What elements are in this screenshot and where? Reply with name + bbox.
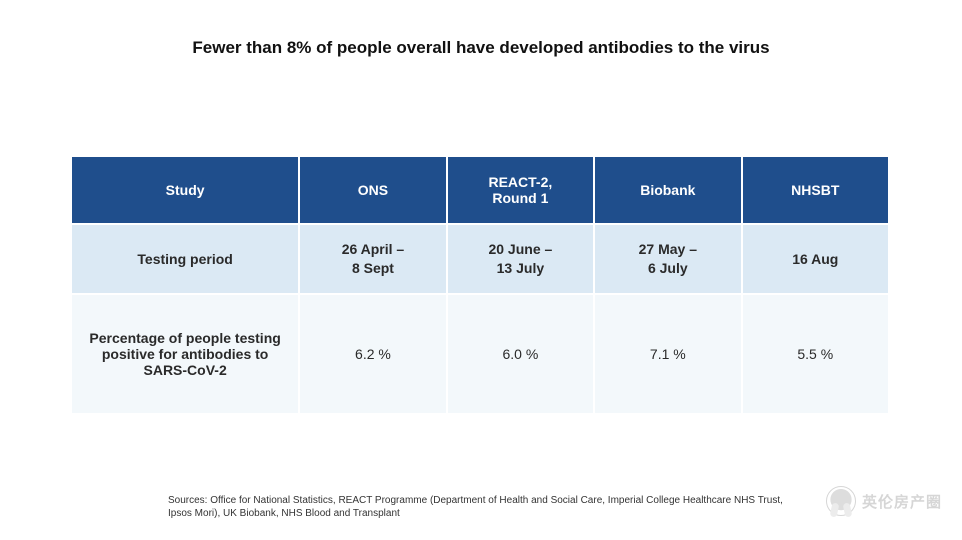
- table-row: Testing period 26 April –8 Sept 20 June …: [72, 225, 888, 293]
- page-title: Fewer than 8% of people overall have dev…: [0, 38, 962, 58]
- antibody-table: Study ONS REACT-2,Round 1 Biobank NHSBT …: [70, 155, 890, 415]
- cell-period-biobank: 27 May –6 July: [595, 225, 740, 293]
- col-header-biobank: Biobank: [595, 157, 740, 223]
- cell-period-nhsbt: 16 Aug: [743, 225, 888, 293]
- sources-text: Sources: Office for National Statistics,…: [168, 494, 788, 520]
- table-header-row: Study ONS REACT-2,Round 1 Biobank NHSBT: [72, 157, 888, 223]
- col-header-ons: ONS: [300, 157, 445, 223]
- cell-period-ons: 26 April –8 Sept: [300, 225, 445, 293]
- cell-pct-react2: 6.0 %: [448, 295, 593, 413]
- watermark-text: 英伦房产圈: [862, 491, 942, 512]
- row-label-testing-period: Testing period: [72, 225, 298, 293]
- row-label-percentage: Percentage of people testing positive fo…: [72, 295, 298, 413]
- cell-pct-biobank: 7.1 %: [595, 295, 740, 413]
- col-header-react2: REACT-2,Round 1: [448, 157, 593, 223]
- cell-period-react2: 20 June –13 July: [448, 225, 593, 293]
- watermark-icon: [826, 486, 856, 516]
- cell-pct-nhsbt: 5.5 %: [743, 295, 888, 413]
- table-row: Percentage of people testing positive fo…: [72, 295, 888, 413]
- cell-pct-ons: 6.2 %: [300, 295, 445, 413]
- col-header-study: Study: [72, 157, 298, 223]
- watermark: 英伦房产圈: [826, 486, 942, 516]
- col-header-nhsbt: NHSBT: [743, 157, 888, 223]
